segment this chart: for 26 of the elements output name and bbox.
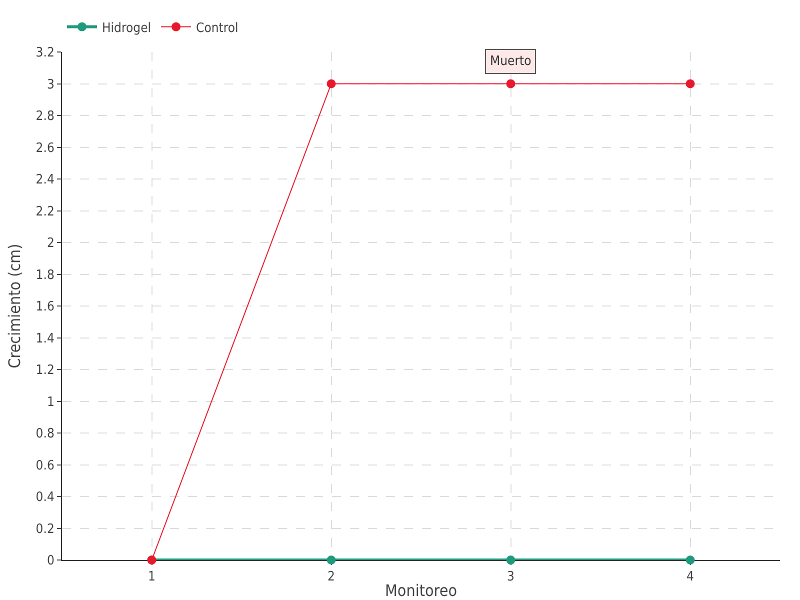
x-tick-label: 4: [686, 570, 694, 585]
legend-label: Control: [196, 20, 238, 36]
y-tick-label: 1.2: [36, 363, 54, 378]
x-tick-label: 3: [507, 570, 514, 585]
y-tick-label: 2: [46, 236, 54, 252]
y-tick-label: 2.2: [36, 204, 54, 220]
y-tick-label: 0.8: [36, 426, 54, 442]
y-tick-label: 0: [46, 554, 54, 569]
x-tick-label: 1: [148, 570, 156, 585]
x-axis-title: Monitoreo: [384, 581, 458, 600]
y-tick-label: 0.4: [36, 490, 54, 506]
legend-label: Hidrogel: [102, 20, 152, 36]
y-tick-label: 2.8: [36, 109, 54, 124]
y-axis-title: Crecimiento (cm): [5, 244, 24, 368]
y-tick-label: 3: [46, 77, 54, 92]
y-tick-label: 3.2: [36, 46, 54, 61]
y-tick-label: 1: [46, 394, 54, 410]
y-tick-label: 1.4: [36, 331, 54, 346]
x-tick-label: 2: [328, 570, 335, 585]
y-tick-label: 2.6: [36, 140, 54, 156]
y-tick-label: 1.8: [36, 268, 54, 283]
annotation: Muerto: [490, 54, 532, 69]
y-tick-label: 0.2: [36, 522, 54, 537]
y-tick-label: 1.6: [36, 300, 54, 315]
y-tick-label: 0.6: [36, 458, 54, 474]
y-tick-label: 2.4: [36, 172, 54, 188]
